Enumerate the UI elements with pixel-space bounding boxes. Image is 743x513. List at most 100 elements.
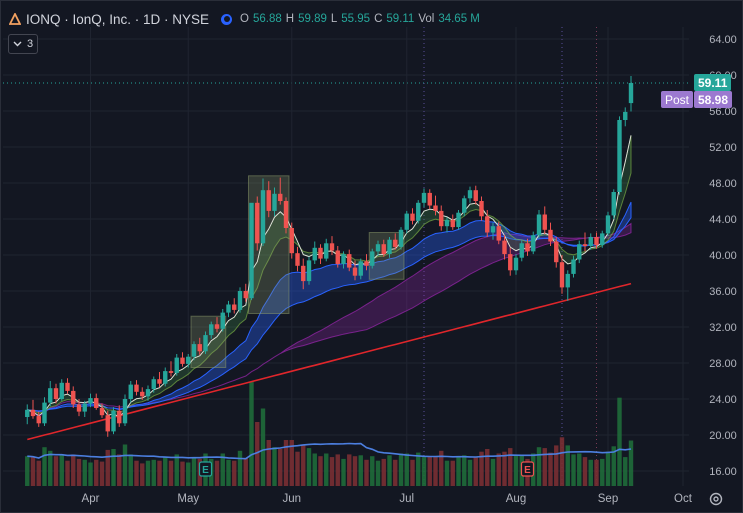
candlestick[interactable] [140,387,145,400]
candlestick[interactable] [203,331,208,355]
time-axis[interactable]: Apr May Jun Jul Aug Sep Oct [82,493,693,505]
candlestick[interactable] [99,403,105,418]
candlestick[interactable] [398,227,404,250]
candlestick[interactable] [82,400,87,417]
candlestick[interactable] [237,287,243,313]
candlestick[interactable] [444,217,450,233]
candlestick[interactable] [197,337,202,355]
candlestick[interactable] [571,255,576,278]
candlestick[interactable] [542,206,547,235]
candlestick[interactable] [295,246,300,272]
candlestick[interactable] [105,410,110,437]
candlestick[interactable] [278,177,283,205]
candlestick[interactable] [565,270,570,301]
candlestick[interactable] [352,260,358,281]
candlestick[interactable] [559,255,565,294]
candlestick[interactable] [496,221,501,245]
candlestick[interactable] [519,240,524,262]
candlestick[interactable] [479,196,484,221]
candlestick[interactable] [531,231,536,255]
candlestick[interactable] [393,233,398,250]
candlestick[interactable] [439,205,444,231]
candlestick[interactable] [416,200,421,224]
candlestick[interactable] [473,185,478,205]
candlestick[interactable] [525,238,530,256]
candlestick[interactable] [128,381,133,403]
candlestick[interactable] [577,240,582,264]
candlestick[interactable] [404,210,409,234]
candlestick[interactable] [209,321,214,339]
indicators-toggle-button[interactable]: 3 [8,34,38,54]
candlestick[interactable] [312,241,317,265]
candlestick[interactable] [347,249,352,272]
candlestick[interactable] [65,378,70,394]
candlestick[interactable] [427,189,432,210]
candlestick[interactable] [214,317,220,333]
candlestick[interactable] [117,405,122,427]
candlestick[interactable] [582,232,588,252]
candlestick[interactable] [249,202,254,300]
candlestick[interactable] [151,376,156,393]
candlestick[interactable] [59,379,64,401]
candlestick[interactable] [450,214,455,230]
candlestick[interactable] [364,254,369,271]
market-session-icon[interactable] [221,13,233,25]
candlestick[interactable] [111,407,116,435]
earnings-marker[interactable]: E [198,461,213,477]
candlestick[interactable] [358,258,363,280]
candlestick[interactable] [283,197,289,234]
price-axis[interactable]: 64.0060.0056.0052.0048.0044.0040.0036.00… [709,34,737,478]
candlestick[interactable] [163,367,168,387]
chart-settings-button[interactable] [708,491,724,507]
candlestick[interactable] [186,354,191,368]
candlestick[interactable] [341,251,346,269]
candlestick[interactable] [301,258,306,290]
candlestick[interactable] [433,195,438,216]
candlestick[interactable] [617,116,622,195]
candlestick[interactable] [628,75,634,112]
candlestick[interactable] [490,222,496,240]
candlestick[interactable] [387,237,392,258]
candlestick[interactable] [513,254,519,275]
candlestick[interactable] [94,393,99,410]
candlestick[interactable] [335,246,340,268]
candlestick[interactable] [600,230,605,248]
candlestick[interactable] [381,239,386,257]
candlestick[interactable] [266,181,271,218]
candlestick[interactable] [375,240,381,256]
symbol-title[interactable]: IONQ · IonQ, Inc. · 1D · NYSE [26,11,210,27]
candlestick[interactable] [623,107,628,127]
candlestick[interactable] [272,187,277,217]
candlestick[interactable] [410,208,415,225]
candlestick[interactable] [324,238,329,262]
candlestick[interactable] [71,386,76,408]
candlestick[interactable] [548,222,553,246]
candlestick[interactable] [329,236,335,255]
candlestick[interactable] [122,394,128,427]
candlestick[interactable] [191,341,197,361]
candlestick[interactable] [588,233,593,250]
candlestick[interactable] [462,195,467,217]
candlestick[interactable] [48,381,53,407]
candlestick[interactable] [255,196,260,251]
candlestick[interactable] [243,283,248,302]
candlestick[interactable] [88,393,93,408]
candlestick[interactable] [174,354,179,376]
candlestick[interactable] [370,248,375,269]
candlestick[interactable] [42,397,47,426]
candlestick[interactable] [467,186,473,203]
candlestick[interactable] [289,222,294,259]
candlestick[interactable] [180,352,185,367]
candlestick[interactable] [76,399,82,417]
candlestick[interactable] [134,380,139,396]
candlestick[interactable] [53,383,59,404]
candlestick[interactable] [536,210,542,239]
candlestick[interactable] [25,404,30,425]
candlestick[interactable] [605,211,611,237]
candlestick[interactable] [145,385,151,401]
candlestick[interactable] [232,298,237,314]
candlestick[interactable] [30,399,36,419]
